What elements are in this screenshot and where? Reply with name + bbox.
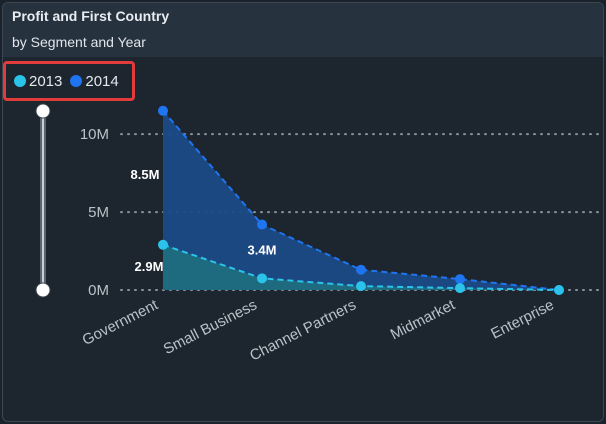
- chart-plot: 0M 5M 10M 2.9M 8.5M 3.4M Government Small Bus…: [35, 103, 602, 365]
- data-point-2013[interactable]: [158, 239, 168, 250]
- data-point-2014[interactable]: [455, 274, 465, 285]
- series-areas: [163, 110, 559, 291]
- legend: 2013 2014: [3, 61, 135, 101]
- card-header: Profit and First Country by Segment and …: [3, 3, 603, 57]
- data-point-2013[interactable]: [455, 283, 465, 294]
- legend-item-2014[interactable]: 2014: [70, 72, 119, 90]
- legend-item-2013[interactable]: 2013: [14, 73, 62, 90]
- data-point-2014[interactable]: [257, 219, 267, 230]
- area-2014: [163, 110, 559, 291]
- data-point-2013[interactable]: [257, 273, 267, 284]
- x-tick-label: Enterprise: [488, 296, 557, 342]
- legend-marker-2013: [14, 75, 26, 87]
- data-label: 2.9M: [135, 259, 164, 274]
- data-label: 8.5M: [131, 167, 160, 182]
- x-tick-label: Government: [80, 296, 162, 349]
- data-point-2014[interactable]: [158, 105, 168, 116]
- x-tick-label: Midmarket: [388, 296, 459, 343]
- zoom-slider[interactable]: [35, 103, 51, 298]
- chart-subtitle: by Segment and Year: [12, 34, 146, 50]
- chart-title: Profit and First Country: [12, 8, 170, 24]
- y-tick-label: 5M: [88, 204, 109, 221]
- y-tick-label: 10M: [80, 126, 109, 143]
- y-axis: 0M 5M 10M: [80, 126, 109, 299]
- y-tick-label: 0M: [88, 282, 109, 299]
- x-tick-label: Channel Partners: [247, 296, 359, 364]
- legend-marker-2014: [70, 75, 83, 87]
- legend-label-2013: 2013: [29, 72, 63, 90]
- data-point-2013[interactable]: [356, 281, 366, 292]
- data-point-2013[interactable]: [554, 285, 564, 295]
- data-point-2014[interactable]: [356, 264, 366, 275]
- data-label: 3.4M: [248, 243, 277, 258]
- zoom-slider-bottom-handle[interactable]: [35, 282, 51, 298]
- x-tick-label: Small Business: [161, 296, 260, 358]
- legend-label-2014: 2014: [85, 72, 119, 90]
- zoom-slider-top-handle[interactable]: [35, 103, 51, 119]
- series-points: [158, 105, 564, 295]
- data-labels: 2.9M 8.5M 3.4M: [131, 167, 277, 274]
- line-2014: [162, 110, 560, 291]
